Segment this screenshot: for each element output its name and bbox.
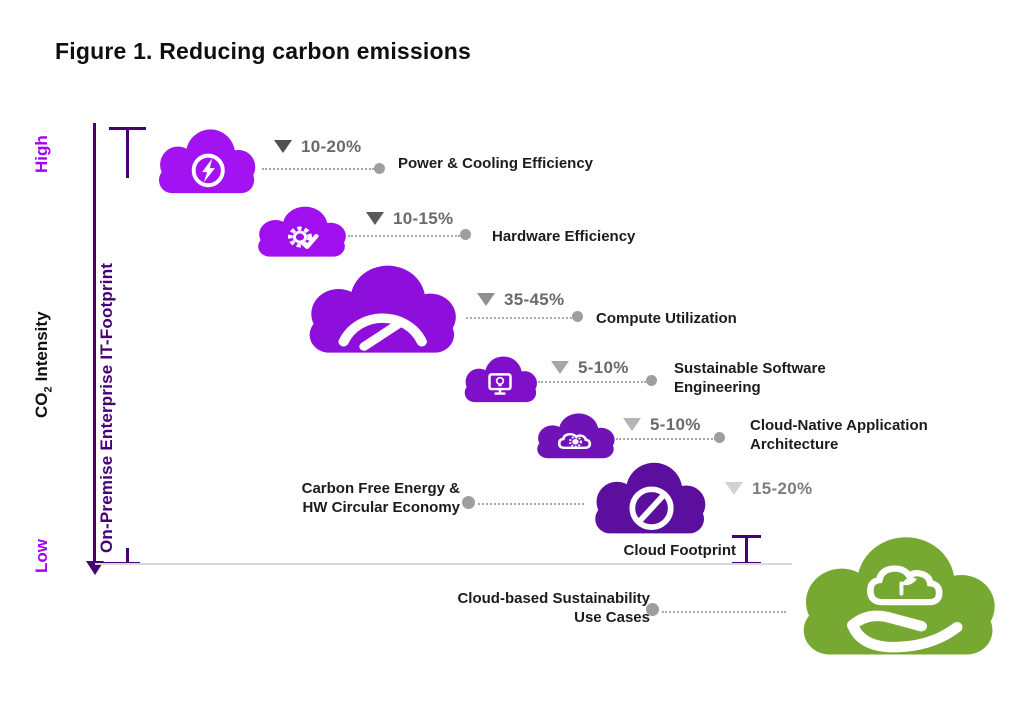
triangle-down-icon: [477, 293, 495, 306]
connector-dot: [646, 603, 659, 616]
cloud-shape: [309, 265, 456, 353]
connector-dotted-line: [348, 235, 460, 237]
prohibition-icon: [629, 486, 674, 530]
reduction-range-5: 5-10%: [623, 415, 701, 435]
sustainability-label: Cloud-based Sustainability Use Cases: [457, 590, 650, 626]
triangle-down-icon: [366, 212, 384, 225]
step-label-3: Compute Utilization: [596, 310, 737, 327]
monitor-idea-icon: [488, 373, 512, 395]
cloud-step-1: [158, 129, 256, 194]
cloud-step-3: [309, 265, 456, 353]
range-text: 5-10%: [578, 358, 629, 377]
triangle-down-icon: [725, 482, 743, 495]
connector-dotted-line: [538, 381, 646, 383]
reduction-range-1: 10-20%: [274, 137, 361, 157]
cloud-step-2: [258, 206, 346, 257]
cloud-sustainability: [803, 537, 995, 655]
reduction-range-2: 10-15%: [366, 209, 453, 229]
range-text: 35-45%: [504, 290, 565, 309]
reduction-range-6: 15-20%: [725, 479, 812, 499]
connector-dot: [462, 496, 475, 509]
range-text: 10-20%: [301, 137, 362, 156]
cloud-step-4: [464, 356, 537, 403]
connector-dot: [646, 375, 657, 386]
intensity-text: Intensity: [32, 311, 51, 382]
cloud-footprint-bracket-line: [745, 537, 748, 565]
baseline: [95, 563, 792, 565]
co2-axis-arrow-line: [93, 123, 96, 563]
onprem-bracket-line-bottom: [126, 548, 129, 565]
cloud-gear-icon: [557, 432, 592, 449]
step-label-6: Carbon Free Energy & HW Circular Economy: [301, 480, 460, 516]
figure-title: Figure 1. Reducing carbon emissions: [55, 38, 471, 64]
onprem-bracket-cap-top: [109, 127, 146, 130]
gear-check-icon: [287, 226, 319, 249]
connector-dot: [714, 432, 725, 443]
hand-holding-cloud-icon: [847, 565, 963, 653]
connector-dotted-line: [478, 503, 584, 505]
onprem-footprint-label: On-Premise Enterprise IT-Footprint: [97, 262, 116, 553]
cloud-footprint-bracket-cap-top: [732, 535, 761, 538]
axis-co2-intensity-label: CO2 Intensity: [32, 311, 55, 419]
triangle-down-icon: [274, 140, 292, 153]
step-label-5: Cloud-Native Application Architecture: [750, 417, 928, 453]
connector-dotted-line: [262, 168, 374, 170]
speedometer-icon: [338, 313, 427, 351]
co2-subscript: 2: [42, 386, 55, 393]
cloud-shape: [595, 462, 706, 534]
cloud-step-5: [537, 413, 615, 459]
cloud-step-6: [595, 462, 706, 534]
connector-dot: [572, 311, 583, 322]
step-label-4: Sustainable Software Engineering: [674, 360, 826, 396]
range-text: 10-15%: [393, 209, 454, 228]
triangle-down-icon: [551, 361, 569, 374]
connector-dotted-line: [466, 317, 572, 319]
range-text: 5-10%: [650, 415, 701, 434]
co2-text: CO: [32, 392, 51, 419]
energy-bolt-icon: [191, 153, 225, 188]
reduction-range-4: 5-10%: [551, 358, 629, 378]
step-label-2: Hardware Efficiency: [492, 228, 636, 245]
onprem-bracket-line-top: [126, 128, 129, 178]
connector-dot: [460, 229, 471, 240]
connector-dotted-line: [662, 611, 786, 613]
connector-dotted-line: [616, 438, 716, 440]
cloud-shape: [803, 537, 995, 655]
step-label-1: Power & Cooling Efficiency: [398, 155, 594, 172]
range-text: 15-20%: [752, 479, 813, 498]
reduction-range-3: 35-45%: [477, 290, 564, 310]
axis-high-label: High: [32, 135, 51, 173]
connector-dot: [374, 163, 385, 174]
cloud-footprint-label: Cloud Footprint: [623, 542, 736, 559]
triangle-down-icon: [623, 418, 641, 431]
cloud-shape: [464, 356, 537, 403]
axis-low-label: Low: [32, 539, 51, 573]
